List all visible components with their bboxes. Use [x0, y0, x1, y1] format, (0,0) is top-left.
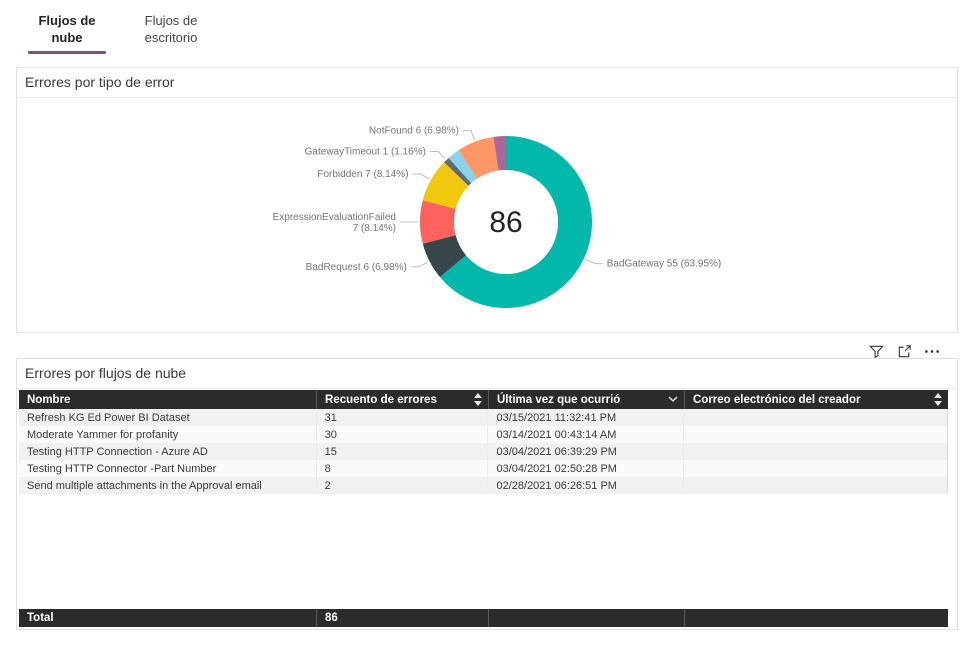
table-row[interactable]: Testing HTTP Connection - Azure AD 15 03/0… — [19, 443, 947, 460]
table-cell: Refresh KG Ed Power BI Dataset — [27, 411, 190, 424]
donut-slice-BadRequest[interactable] — [422, 235, 467, 278]
table-cell — [683, 409, 947, 426]
label-leader-line — [429, 150, 446, 159]
label-leader-line — [585, 258, 603, 265]
table-panel-title: Errores por flujos de nube — [17, 359, 957, 389]
donut-slice-unlabeled-a[interactable] — [448, 150, 478, 184]
total-cell — [488, 609, 684, 627]
donut-slice-Forbidden[interactable] — [422, 162, 469, 209]
column-header-nombre[interactable]: Nombre — [19, 390, 316, 409]
tab-label-line: Flujos de — [144, 13, 198, 28]
table-cell: 31 — [315, 409, 488, 426]
more-options-icon[interactable] — [922, 342, 942, 360]
table-cell: 2 — [315, 477, 488, 494]
donut-hole — [454, 170, 558, 274]
slice-label: BadRequest 6 (6.98%) — [306, 262, 407, 273]
label-leader-line — [412, 173, 430, 180]
tab-label-line: nube — [51, 30, 83, 45]
table-cell: 15 — [315, 443, 488, 460]
column-header-label: Última vez que ocurrió — [497, 393, 621, 406]
column-header-label: Nombre — [27, 393, 71, 406]
chevron-down-icon — [668, 396, 678, 402]
table-row[interactable]: Send multiple attachments in the Approva… — [19, 477, 947, 494]
total-cell — [684, 609, 948, 627]
tab-label-line: escritorio — [144, 30, 198, 45]
table-cell: 03/04/2021 06:39:29 PM — [487, 443, 683, 460]
focus-mode-icon[interactable] — [894, 342, 914, 360]
errors-by-type-panel: Errores por tipo de error BadGateway 55 … — [16, 67, 958, 333]
table-cell: 30 — [315, 426, 488, 443]
chart-panel-title: Errores por tipo de error — [17, 68, 957, 98]
table-cell — [683, 460, 947, 477]
errors-by-flow-panel: Errores por flujos de nube Nombre Recuent… — [16, 358, 958, 630]
donut-chart: BadGateway 55 (63.95%) BadRequest 6 (6.98… — [273, 125, 722, 308]
column-header-recuento-de-errores[interactable]: Recuento de errores — [316, 390, 488, 409]
slice-label: ExpressionEvaluationFailed 7 (8.14%) — [273, 212, 396, 234]
total-value: 86 — [316, 609, 488, 627]
column-header-label: Recuento de errores — [325, 393, 437, 406]
sort-updown-icon — [934, 393, 942, 406]
table-cell: 03/04/2021 02:50:28 PM — [487, 460, 683, 477]
table-cell — [683, 443, 947, 460]
table-cell: Send multiple attachments in the Approva… — [27, 479, 262, 492]
table-row[interactable]: Refresh KG Ed Power BI Dataset 31 03/15/20… — [19, 409, 947, 426]
table-cell: Moderate Yammer for profanity — [27, 428, 179, 441]
donut-slice-BadGateway[interactable] — [439, 136, 592, 308]
table-cell: Testing HTTP Connector -Part Number — [27, 462, 217, 475]
label-leader-line — [410, 261, 428, 268]
slice-label: NotFound 6 (6.98%) — [369, 125, 459, 136]
tab-label-line: Flujos de — [38, 13, 96, 28]
table-row[interactable]: Moderate Yammer for profanity 30 03/14/202… — [19, 426, 947, 443]
donut-slice-NotFound[interactable] — [458, 136, 499, 179]
filter-icon[interactable] — [866, 342, 886, 360]
donut-slice-GatewayTimeout[interactable] — [444, 157, 472, 186]
donut-slice-ExpressionEvaluationFailed[interactable] — [420, 200, 456, 244]
table-cell: 03/14/2021 00:43:14 AM — [487, 426, 683, 443]
flows-table: Nombre Recuento de errores Última vez que … — [19, 390, 948, 494]
table-total-row: Total 86 — [19, 609, 948, 627]
table-cell — [683, 477, 947, 494]
table-cell: Testing HTTP Connection - Azure AD — [27, 445, 208, 458]
table-header-row: Nombre Recuento de errores Última vez que … — [19, 390, 948, 409]
tab-flujos-de-escritorio[interactable]: Flujos de escritorio — [133, 12, 209, 46]
donut-slice-unlabeled-b[interactable] — [493, 136, 506, 171]
table-cell: 03/15/2021 11:32:41 PM — [487, 409, 683, 426]
visual-header-toolbar — [866, 342, 942, 360]
table-cell — [683, 426, 947, 443]
table-cell: 02/28/2021 06:26:51 PM — [487, 477, 683, 494]
column-header-label: Correo electrónico del creador — [693, 393, 861, 406]
donut-center-total: 86 — [489, 206, 522, 239]
column-header-correo-electr-nico-del-creador[interactable]: Correo electrónico del creador — [684, 390, 948, 409]
label-leader-line — [462, 129, 476, 140]
column-header--ltima-vez-que-ocurri-[interactable]: Última vez que ocurrió — [488, 390, 684, 409]
table-body: Refresh KG Ed Power BI Dataset 31 03/15/20… — [19, 409, 948, 494]
sort-updown-icon — [474, 393, 482, 406]
active-tab-underline — [28, 51, 106, 54]
table-row[interactable]: Testing HTTP Connector -Part Number 8 03/0… — [19, 460, 947, 477]
slice-label: BadGateway 55 (63.95%) — [607, 259, 722, 270]
slice-label: GatewayTimeout 1 (1.16%) — [305, 146, 426, 157]
slice-label: Forbidden 7 (8.14%) — [317, 169, 408, 180]
total-label: Total — [27, 612, 54, 624]
table-cell: 8 — [315, 460, 488, 477]
tab-flujos-de-nube[interactable]: Flujos de nube — [28, 12, 106, 54]
